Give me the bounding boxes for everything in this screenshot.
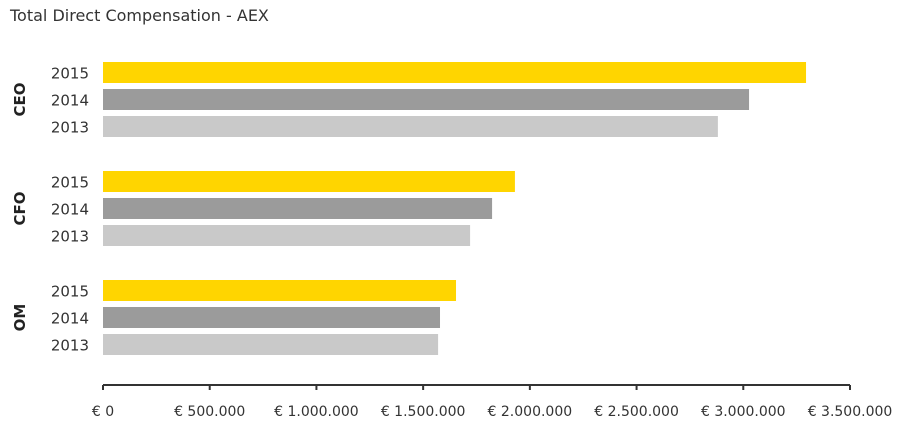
bar-ceo-2013 (103, 116, 718, 137)
x-tick-label: € 1.500.000 (381, 404, 466, 420)
group-label-cfo: CFO (11, 191, 29, 225)
year-label: 2015 (51, 174, 89, 192)
year-label: 2014 (51, 310, 89, 328)
bar-om-2015 (103, 280, 457, 301)
x-tick-label: € 3.500.000 (808, 404, 893, 420)
group-label-om: OM (11, 304, 29, 332)
x-tick-label: € 3.000.000 (701, 404, 786, 420)
bar-ceo-2014 (103, 89, 750, 110)
bar-cfo-2014 (103, 198, 493, 219)
x-tick-label: € 2.500.000 (594, 404, 679, 420)
bar-cfo-2015 (103, 171, 515, 192)
year-label: 2013 (51, 119, 89, 137)
bar-cfo-2013 (103, 225, 471, 246)
bar-om-2014 (103, 307, 441, 328)
year-label: 2014 (51, 201, 89, 219)
bar-om-2013 (103, 334, 439, 355)
year-label: 2014 (51, 92, 89, 110)
year-label: 2015 (51, 283, 89, 301)
x-tick-label: € 500.000 (174, 404, 245, 420)
year-label: 2013 (51, 228, 89, 246)
year-label: 2013 (51, 337, 89, 355)
x-tick-label: € 1.000.000 (274, 404, 359, 420)
group-label-ceo: CEO (11, 82, 29, 116)
chart-title: Total Direct Compensation - AEX (10, 6, 269, 25)
bar-ceo-2015 (103, 62, 807, 83)
year-label: 2015 (51, 65, 89, 83)
x-tick-label: € 2.000.000 (488, 404, 573, 420)
x-tick-label: € 0 (92, 404, 114, 420)
